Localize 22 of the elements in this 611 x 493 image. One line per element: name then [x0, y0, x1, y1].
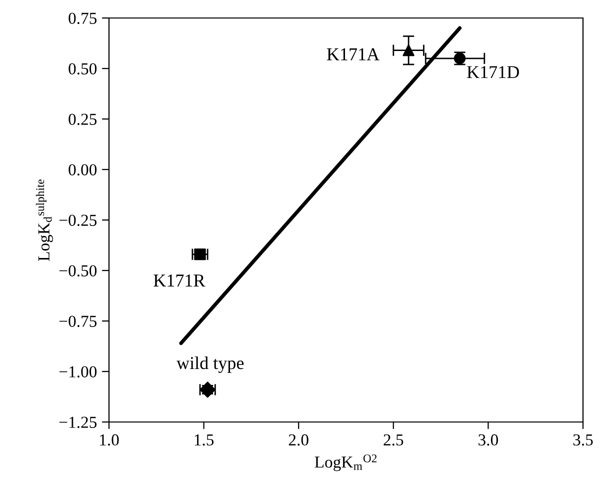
x-tick-label: 3.0	[478, 434, 498, 446]
y-axis-title: LogK$_{d}$$^{sulphite}$	[36, 180, 53, 261]
point	[402, 44, 414, 56]
y-tick-label: 0.00	[68, 164, 97, 176]
x-axis-title: LogK$_{m}$$^{O2}$	[314, 454, 377, 472]
x-tick-label: 1.5	[194, 434, 214, 446]
annotation: K171D	[467, 66, 519, 78]
y-tick-label: 0.50	[68, 63, 97, 75]
y-tick-label: 0.25	[68, 114, 97, 126]
x-tick-label: 2.5	[384, 434, 404, 446]
y-tick-label: −0.75	[59, 316, 97, 328]
x-tick-label: 2.0	[288, 434, 308, 446]
x-tick-label: 1.0	[100, 434, 119, 446]
annotation: K171A	[326, 48, 380, 60]
y-tick-label: −0.50	[59, 265, 97, 277]
x-tick-label: 3.5	[573, 434, 593, 446]
y-tick-label: −1.00	[59, 366, 97, 378]
annotation: K171R	[154, 274, 206, 286]
y-tick-label: 0.75	[68, 12, 97, 24]
annotation: wild type	[176, 356, 244, 373]
y-tick-label: −0.25	[59, 214, 97, 226]
y-tick-label: −1.25	[59, 416, 97, 428]
